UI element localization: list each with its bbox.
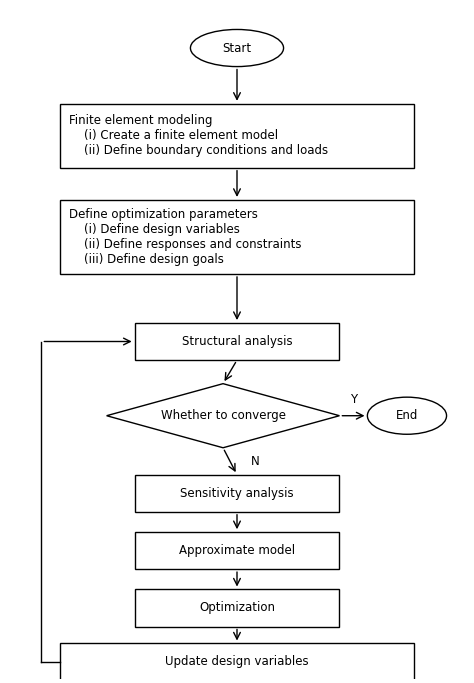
FancyBboxPatch shape [60, 200, 414, 274]
Text: Finite element modeling
    (i) Create a finite element model
    (ii) Define bo: Finite element modeling (i) Create a fin… [69, 114, 328, 157]
Text: N: N [251, 455, 260, 468]
Text: Sensitivity analysis: Sensitivity analysis [180, 487, 294, 500]
FancyBboxPatch shape [135, 475, 339, 512]
Ellipse shape [367, 397, 447, 434]
Polygon shape [107, 384, 339, 448]
Text: Structural analysis: Structural analysis [182, 335, 292, 348]
Text: Optimization: Optimization [199, 602, 275, 615]
Text: Update design variables: Update design variables [165, 656, 309, 669]
Text: Start: Start [222, 42, 252, 55]
Ellipse shape [191, 29, 283, 66]
Text: End: End [396, 409, 418, 422]
FancyBboxPatch shape [60, 104, 414, 168]
Text: Whether to converge: Whether to converge [161, 409, 285, 422]
FancyBboxPatch shape [60, 643, 414, 680]
Text: Define optimization parameters
    (i) Define design variables
    (ii) Define r: Define optimization parameters (i) Defin… [69, 208, 302, 266]
FancyBboxPatch shape [135, 589, 339, 626]
FancyBboxPatch shape [135, 532, 339, 569]
Text: Y: Y [350, 393, 357, 406]
FancyBboxPatch shape [135, 323, 339, 360]
Text: Approximate model: Approximate model [179, 544, 295, 557]
